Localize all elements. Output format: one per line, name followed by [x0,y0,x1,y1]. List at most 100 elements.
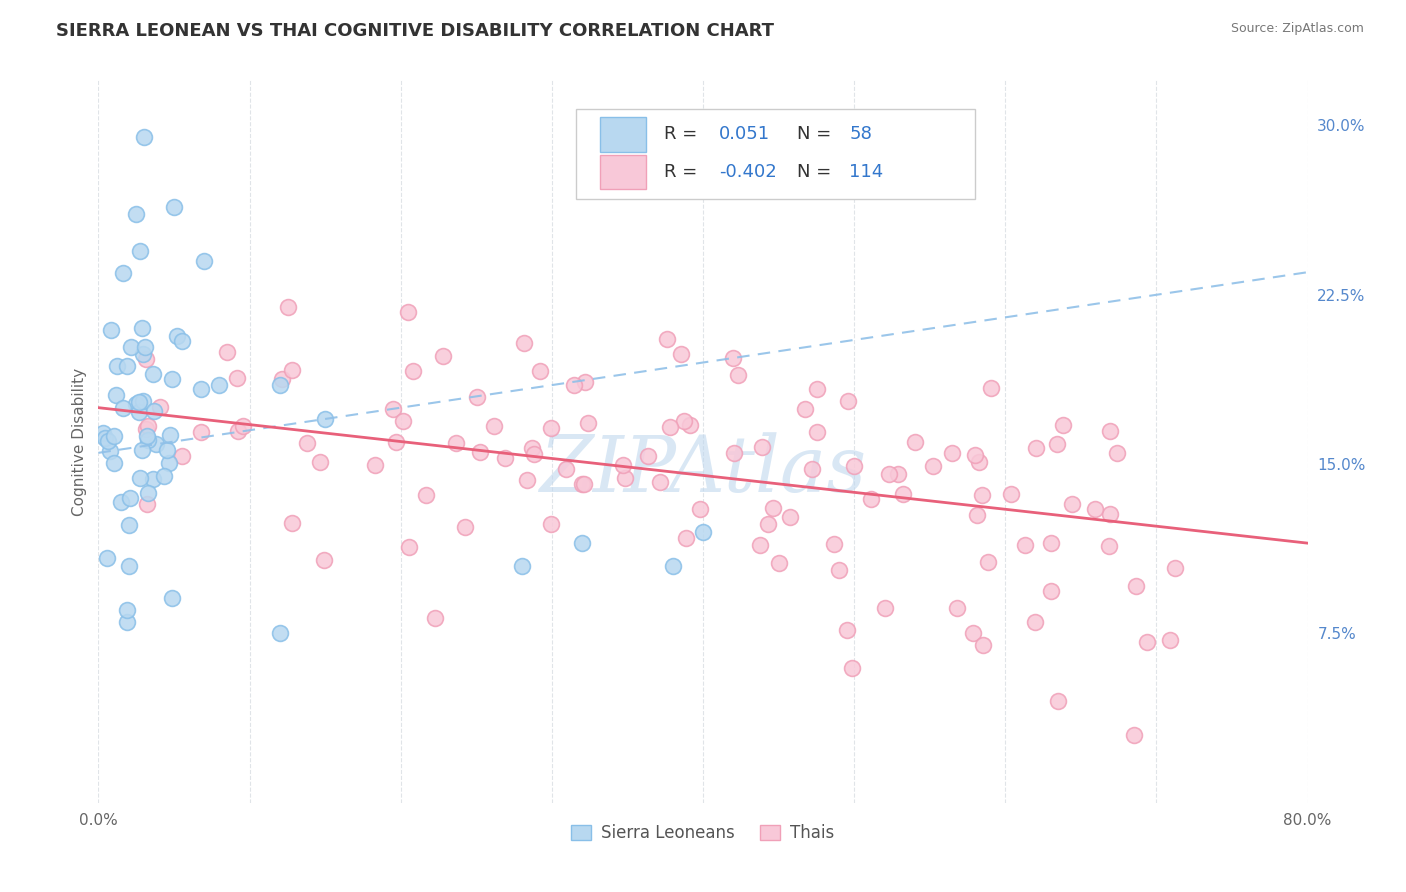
Point [540,420,562,434]
Point [751,440,773,454]
Point [125,397,148,411]
Point [762,501,785,516]
Point [308,455,330,469]
Point [134,340,156,354]
Point [170,449,193,463]
Point [1060,497,1083,511]
Point [166,328,188,343]
Text: Source: ZipAtlas.com: Source: ZipAtlas.com [1230,22,1364,36]
Point [522,442,544,456]
Point [190,425,212,439]
Point [1164,561,1187,575]
Point [571,476,593,491]
Text: ZIPAtlas: ZIPAtlas [540,433,866,508]
Point [967,455,990,469]
Point [271,372,294,386]
Point [432,349,454,363]
Point [679,417,702,432]
Point [768,556,790,570]
Point [806,383,828,397]
Point [675,531,697,545]
Point [1046,436,1069,450]
Point [281,516,304,531]
Point [723,351,745,366]
Point [980,381,1002,395]
Point [572,477,595,491]
Point [94,431,117,445]
Point [103,429,125,443]
Point [128,471,150,485]
Point [401,364,423,378]
Point [723,446,745,460]
Point [576,416,599,430]
Point [1052,418,1074,433]
Point [132,394,155,409]
Point [655,333,678,347]
Point [415,488,437,502]
Point [142,472,165,486]
Point [385,434,408,449]
Point [877,467,900,482]
Text: R =: R = [664,163,703,181]
Point [314,553,336,567]
Point [97,434,120,449]
Point [689,502,711,516]
Point [193,253,215,268]
Point [828,563,851,577]
Point [756,516,779,531]
Point [277,300,299,314]
Point [444,436,467,450]
Point [1084,501,1107,516]
Point [571,536,593,550]
Point [142,368,165,382]
Point [135,422,157,436]
Point [162,372,184,386]
Point [297,436,319,450]
Point [800,462,823,476]
Point [115,359,138,373]
Point [891,486,914,500]
Point [396,305,419,319]
Point [844,458,866,473]
Point [793,401,815,416]
Point [208,378,231,392]
Point [392,414,415,428]
Point [128,405,150,419]
Point [945,600,967,615]
Point [91,425,114,440]
Point [673,414,696,428]
Point [157,456,180,470]
Point [110,495,132,509]
Point [779,509,801,524]
Point [145,436,167,450]
Point [159,427,181,442]
Point [120,340,142,354]
Point [170,334,193,348]
Point [364,458,387,473]
Point [806,425,828,440]
Point [115,603,138,617]
Point [281,362,304,376]
Point [465,390,488,404]
Point [132,129,155,144]
Point [115,615,138,630]
Point [1098,507,1121,521]
Point [135,351,157,366]
Point [103,456,125,470]
Point [153,468,176,483]
Point [1098,424,1121,438]
Point [136,429,159,443]
Point [650,475,672,490]
Point [1025,441,1047,455]
Point [555,462,578,476]
Point [837,394,859,409]
Point [398,541,420,555]
Point [269,378,291,392]
Point [727,368,749,383]
Point [468,445,491,459]
Point [314,412,336,426]
Point [128,394,150,409]
Point [976,555,998,569]
Y-axis label: Cognitive Disability: Cognitive Disability [72,368,87,516]
Point [972,638,994,652]
